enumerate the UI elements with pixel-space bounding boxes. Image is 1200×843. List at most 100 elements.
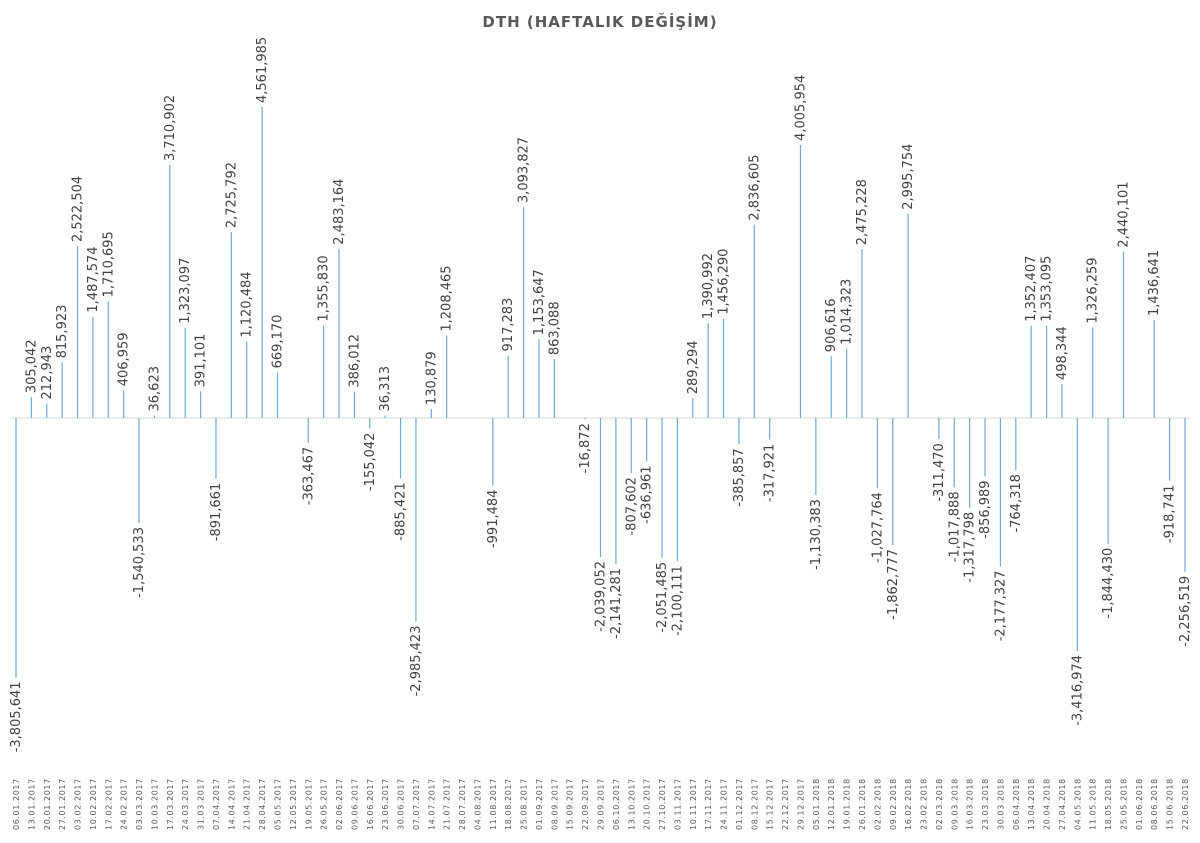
data-label: 1,390,992 (701, 253, 716, 319)
x-tick-label: 16.02.2018 (904, 778, 913, 830)
x-tick-label: 18.08.2017 (504, 778, 513, 830)
x-tick-label: 07.04.2017 (212, 778, 221, 830)
x-tick-label: 21.07.2017 (443, 778, 452, 830)
x-tick-label: 10.11.2017 (689, 778, 698, 830)
chart-title: DTH (HAFTALIK DEĞİŞİM) (482, 12, 717, 31)
x-tick-label: 06.01.2017 (12, 778, 21, 830)
x-tick-label: 22.09.2017 (581, 778, 590, 830)
x-tick-label: 02.03.2018 (935, 778, 944, 830)
x-tick-label: 06.04.2018 (1012, 778, 1021, 830)
data-label: 1,456,290 (717, 249, 732, 315)
data-label: -2,100,111 (670, 565, 685, 636)
x-tick-label: 19.01.2018 (843, 778, 852, 830)
x-tick-label: 09.06.2017 (350, 778, 359, 830)
data-label: -1,027,764 (870, 492, 885, 563)
x-tick-label: 04.05.2018 (1073, 778, 1082, 830)
data-label: -2,141,281 (609, 568, 624, 639)
data-label: -2,985,423 (409, 626, 424, 697)
x-tick-label: 10.03.2017 (150, 778, 159, 830)
x-tick-label: 11.08.2017 (489, 778, 498, 830)
x-tick-label: 01.09.2017 (535, 778, 544, 830)
data-label: 3,710,902 (163, 95, 178, 161)
x-tick-label: 26.01.2018 (858, 778, 867, 830)
data-label: 1,355,830 (317, 255, 332, 321)
x-tick-label: 24.02.2017 (120, 778, 129, 830)
x-tick-label: 08.06.2018 (1150, 778, 1159, 830)
x-tick-label: 28.04.2017 (258, 778, 267, 830)
data-label: 2,995,754 (901, 144, 916, 210)
x-tick-label: 17.11.2017 (704, 778, 713, 830)
x-tick-label: 29.12.2017 (796, 778, 805, 830)
x-tick-label: 05.01.2018 (812, 778, 821, 830)
x-tick-label: 27.01.2017 (58, 778, 67, 830)
data-label: -363,467 (301, 447, 316, 505)
x-tick-label: 02.06.2017 (335, 778, 344, 830)
data-label: 289,294 (686, 341, 701, 395)
data-label: 1,436,641 (1147, 250, 1162, 316)
data-label: 3,093,827 (517, 137, 532, 203)
x-tick-label: 16.03.2018 (966, 778, 975, 830)
x-tick-label: 11.05.2018 (1089, 778, 1098, 830)
x-tick-label: 28.07.2017 (458, 778, 467, 830)
x-tick-label: 13.10.2017 (627, 778, 636, 830)
data-label: 917,283 (501, 298, 516, 352)
data-label: -1,130,383 (809, 499, 824, 570)
data-label: 498,344 (1055, 326, 1070, 380)
x-tick-label: 07.07.2017 (412, 778, 421, 830)
data-label: 863,088 (547, 301, 562, 355)
x-tick-label: 22.06.2018 (1181, 778, 1190, 830)
data-label: 1,014,323 (840, 279, 855, 345)
data-label: -1,862,777 (886, 549, 901, 620)
x-tick-label: 04.08.2017 (473, 778, 482, 830)
x-tick-label: 13.01.2017 (27, 778, 36, 830)
data-label: -764,318 (1009, 474, 1024, 532)
data-label: -918,741 (1163, 485, 1178, 543)
data-label: -1,540,533 (132, 527, 147, 598)
data-label: -3,805,641 (9, 681, 24, 752)
x-tick-label: 10.02.2017 (89, 778, 98, 830)
data-label: 305,042 (24, 339, 39, 393)
x-tick-label: 03.03.2017 (135, 778, 144, 830)
data-label: -2,177,327 (993, 570, 1008, 641)
data-label: 212,943 (40, 346, 55, 400)
x-tick-label: 12.01.2018 (827, 778, 836, 830)
x-tick-label: 05.05.2017 (273, 778, 282, 830)
data-label: 4,005,954 (793, 75, 808, 141)
data-label: -3,416,974 (1070, 655, 1085, 726)
stem-series (15, 107, 1186, 678)
x-tick-label: 01.12.2017 (735, 778, 744, 830)
data-label: -2,256,519 (1178, 576, 1193, 647)
x-tick-label: 15.12.2017 (766, 778, 775, 830)
data-label: 391,101 (194, 334, 209, 388)
data-label: -1,317,798 (963, 512, 978, 583)
data-label: 1,326,259 (1086, 257, 1101, 323)
x-tick-label: 22.12.2017 (781, 778, 790, 830)
data-label: 2,483,164 (332, 179, 347, 245)
x-tick-label: 03.11.2017 (673, 778, 682, 830)
data-label: 669,170 (270, 315, 285, 369)
data-label: 2,725,792 (224, 162, 239, 228)
x-tick-label: 01.06.2018 (1135, 778, 1144, 830)
x-tick-label: 31.03.2017 (197, 778, 206, 830)
x-tick-label: 09.03.2018 (950, 778, 959, 830)
data-label: 2,836,605 (747, 154, 762, 220)
data-label: -317,921 (763, 444, 778, 502)
data-label: -1,844,430 (1101, 548, 1116, 619)
data-label: 2,440,101 (1116, 181, 1131, 247)
x-tick-label: 15.06.2018 (1166, 778, 1175, 830)
data-label: -807,602 (624, 477, 639, 535)
x-tick-label: 09.02.2018 (889, 778, 898, 830)
data-label: 36,313 (378, 366, 393, 412)
x-tick-label: 12.05.2017 (289, 778, 298, 830)
data-label: 1,487,574 (86, 246, 101, 312)
data-label: 2,522,504 (71, 176, 86, 242)
x-tick-label: 25.08.2017 (520, 778, 529, 830)
x-tick-label: 29.09.2017 (597, 778, 606, 830)
data-label: 386,012 (347, 334, 362, 388)
data-label: 1,208,465 (440, 265, 455, 331)
x-tick-label: 02.02.2018 (873, 778, 882, 830)
x-tick-label: 20.01.2017 (43, 778, 52, 830)
